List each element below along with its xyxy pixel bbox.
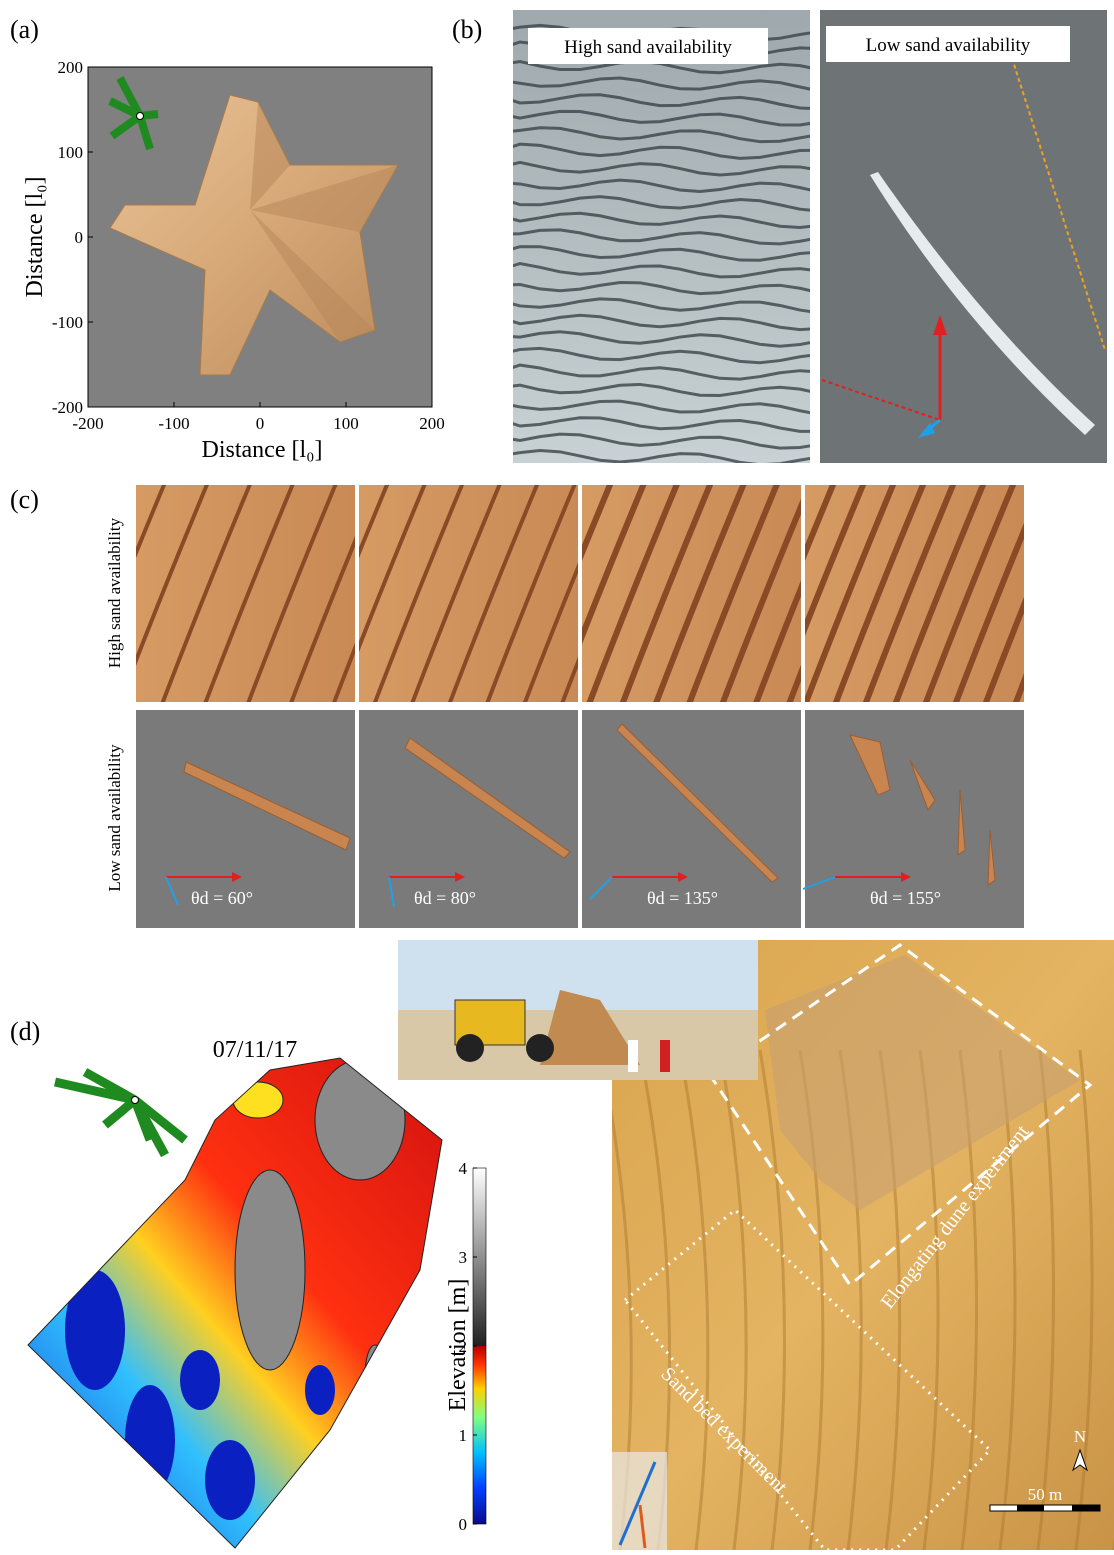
y-axis-label: Distance [l₀] [22, 177, 48, 298]
high-zone [235, 1170, 305, 1370]
high-zone [315, 1060, 405, 1180]
row-label: High sand availability [105, 517, 124, 668]
high-zone [365, 1345, 385, 1405]
panel-label: (b) [452, 15, 482, 44]
y-tick-label: 0 [75, 228, 84, 247]
x-tick-label: -100 [158, 414, 189, 433]
caption: High sand availability [564, 37, 732, 58]
colorbar-tick-label: 0 [459, 1515, 468, 1534]
y-tick-label: -200 [52, 398, 83, 417]
wheel [526, 1034, 554, 1062]
low-zone [125, 1385, 175, 1495]
wind-center [137, 113, 144, 120]
panel-label: (d) [10, 1017, 40, 1046]
low-zone [205, 1440, 255, 1520]
low-zone [65, 1270, 125, 1390]
figure: (a)-200-1000100200-200-1000100200Distanc… [0, 0, 1114, 1550]
wind-arm [105, 1100, 135, 1125]
y-tick-label: 200 [58, 58, 84, 77]
angle-label: θd = 135° [647, 888, 718, 908]
scale-bar-seg [1072, 1505, 1100, 1511]
angle-label: θd = 60° [191, 888, 253, 908]
person [660, 1040, 670, 1072]
sim-high [359, 485, 578, 702]
colorbar-label: Elevation [m] [445, 1279, 471, 1412]
wind-center [132, 1097, 139, 1104]
wind-rose [55, 1072, 185, 1155]
panel-label: (c) [10, 485, 39, 514]
y-tick-label: 100 [58, 143, 84, 162]
caption: Low sand availability [866, 35, 1031, 56]
person [628, 1040, 638, 1072]
scale-label: 50 m [1028, 1485, 1062, 1504]
row-label: Low sand availability [105, 744, 124, 892]
wheel [456, 1034, 484, 1062]
sim-high [805, 485, 1024, 702]
angle-label: θd = 80° [414, 888, 476, 908]
x-tick-label: 100 [333, 414, 359, 433]
y-tick-label: -100 [52, 313, 83, 332]
angle-label: θd = 155° [870, 888, 941, 908]
low-zone [180, 1350, 220, 1410]
mid-zone [233, 1082, 283, 1118]
low-zone [305, 1365, 335, 1415]
colorbar-tick-label: 3 [459, 1248, 468, 1267]
photo-low [820, 10, 1107, 463]
x-tick-label: 0 [256, 414, 265, 433]
ridge [1015, 480, 1105, 705]
panel-label: (a) [10, 15, 39, 44]
colorbar-tick-label: 1 [459, 1426, 468, 1445]
date: 07/11/17 [213, 1037, 297, 1063]
elevation-map [20, 1050, 450, 1550]
x-tick-label: 200 [419, 414, 445, 433]
scale-bar-seg [1017, 1505, 1044, 1511]
x-axis-label: Distance [l₀] [202, 437, 323, 463]
north-label: N [1074, 1427, 1086, 1446]
colorbar-tick-label: 4 [459, 1159, 468, 1178]
low-zone [30, 1225, 110, 1275]
